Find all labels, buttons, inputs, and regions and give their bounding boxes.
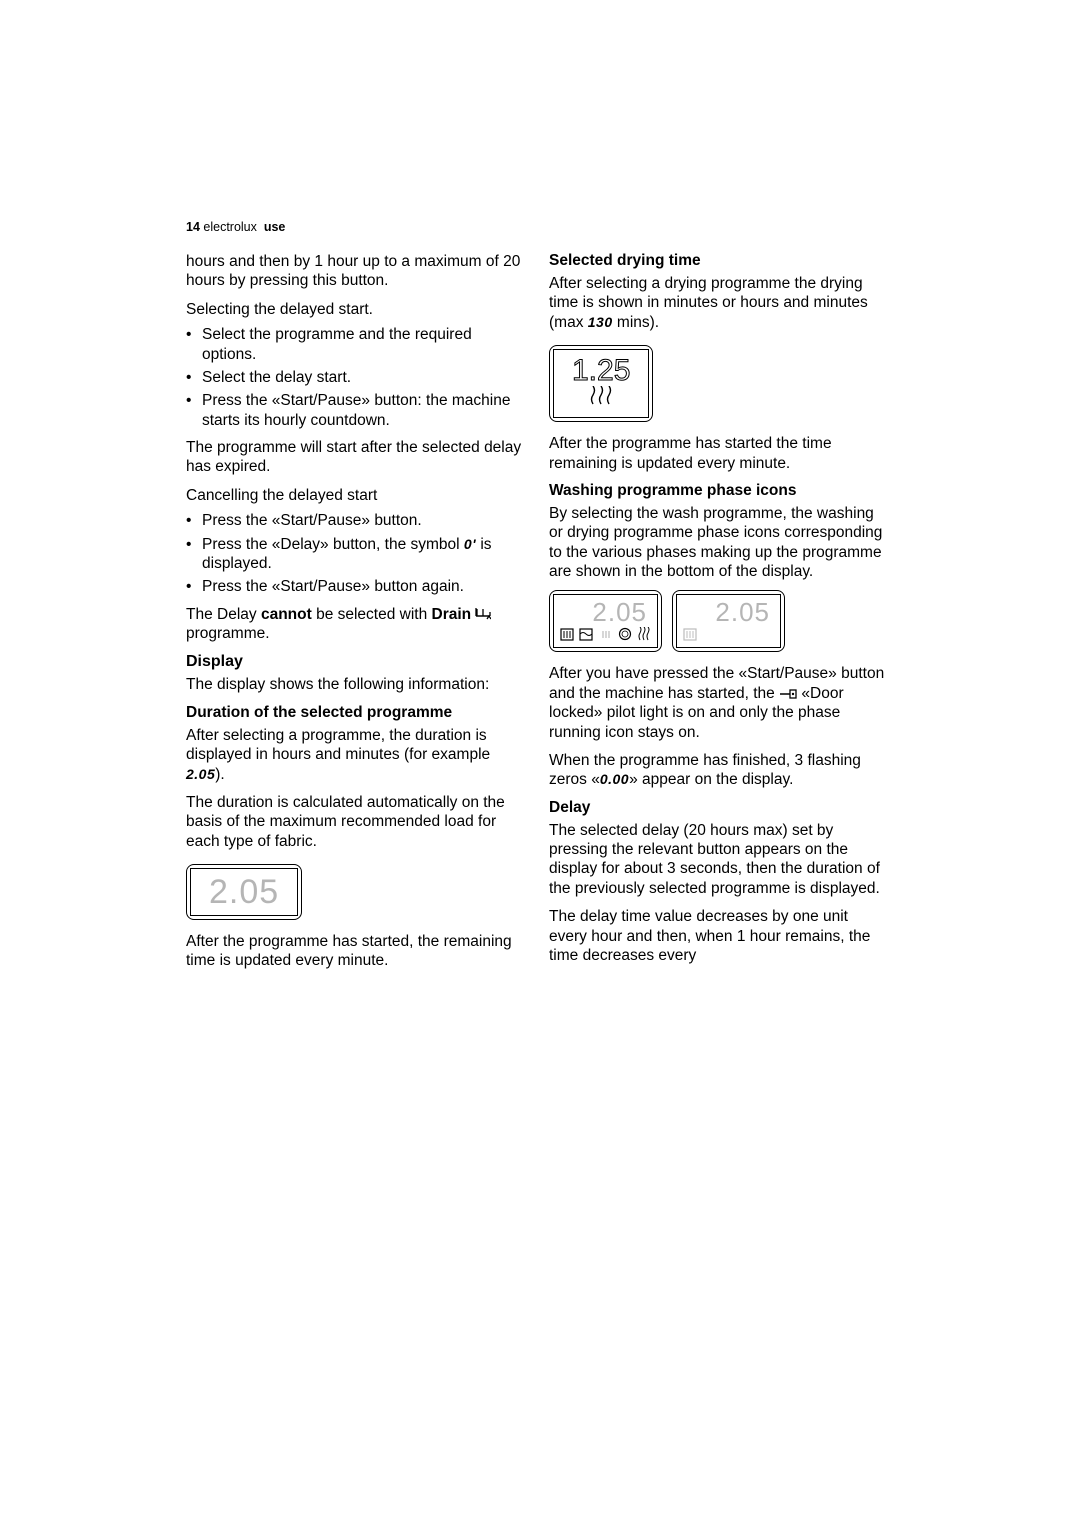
lcd-pair: 2.05 2.05 xyxy=(549,590,886,652)
lcd-icon-row xyxy=(683,627,774,645)
wpi-text-3: When the programme has finished, 3 flash… xyxy=(549,751,886,790)
lcd-display-2: 1.25 xyxy=(549,345,653,422)
delay-heading: Delay xyxy=(549,799,886,817)
page: 14 electrolux use hours and then by 1 ho… xyxy=(186,220,886,980)
seg-205: 2.05 xyxy=(186,766,215,782)
prewash-icon xyxy=(683,627,697,646)
selecting-heading: Selecting the delayed start. xyxy=(186,300,523,319)
wash-icon xyxy=(579,627,593,646)
steam-icon xyxy=(588,386,614,411)
seg-130: 130 xyxy=(588,314,613,330)
list-item: Press the «Delay» button, the symbol 0' … xyxy=(186,535,523,574)
text-bold: cannot xyxy=(261,606,312,623)
rinse-icon xyxy=(599,627,613,646)
text: » appear on the display. xyxy=(629,771,793,788)
cancelling-heading: Cancelling the delayed start xyxy=(186,486,523,505)
text: Press the «Delay» button, the symbol xyxy=(202,536,464,553)
duration-heading: Duration of the selected programme xyxy=(186,704,523,722)
selected-drying-heading: Selected drying time xyxy=(549,252,886,270)
lcd-digits: 1.25 xyxy=(572,356,630,386)
list-item: Select the delay start. xyxy=(186,368,523,387)
list-item: Press the «Start/Pause» button again. xyxy=(186,577,523,596)
duration-text-1: After selecting a programme, the duratio… xyxy=(186,726,523,784)
brand-label: electrolux xyxy=(203,220,257,234)
lcd-inner: 2.05 xyxy=(553,594,658,648)
text: be selected with xyxy=(312,606,432,623)
display-text: The display shows the following informat… xyxy=(186,675,523,694)
lcd-display-3-left: 2.05 xyxy=(549,590,662,652)
sdt-text: After selecting a drying programme the d… xyxy=(549,274,886,332)
left-column: hours and then by 1 hour up to a maximum… xyxy=(186,252,523,980)
lcd-inner: 1.25 xyxy=(553,349,649,418)
selecting-after: The programme will start after the selec… xyxy=(186,438,523,477)
lcd-digits: 2.05 xyxy=(560,599,651,625)
list-item: Press the «Start/Pause» button: the mach… xyxy=(186,391,523,430)
text: After selecting a programme, the duratio… xyxy=(186,727,490,763)
columns: hours and then by 1 hour up to a maximum… xyxy=(186,252,886,980)
lcd-display-1: 2.05 xyxy=(186,864,302,920)
display-heading: Display xyxy=(186,653,523,671)
delay-note: The Delay cannot be selected with Drain … xyxy=(186,605,523,644)
list-item: Press the «Start/Pause» button. xyxy=(186,511,523,530)
intro-text: hours and then by 1 hour up to a maximum… xyxy=(186,252,523,291)
wpi-text: By selecting the wash programme, the was… xyxy=(549,504,886,582)
lcd-inner: 2.05 xyxy=(190,868,298,916)
cancelling-list: Press the «Start/Pause» button. Press th… xyxy=(186,511,523,597)
washing-phase-heading: Washing programme phase icons xyxy=(549,482,886,500)
text-bold: Drain xyxy=(432,606,472,623)
steam-small-icon xyxy=(637,627,651,646)
wpi-text-2: After you have pressed the «Start/Pause»… xyxy=(549,664,886,742)
drain-icon xyxy=(475,606,491,623)
spin-icon xyxy=(618,627,632,646)
list-item: Select the programme and the required op… xyxy=(186,325,523,364)
sdt-text-2: After the programme has started the time… xyxy=(549,434,886,473)
text: programme. xyxy=(186,625,270,642)
lcd-digits: 2.05 xyxy=(209,875,279,909)
page-number: 14 xyxy=(186,220,200,234)
section-label: use xyxy=(264,220,286,234)
delay-text-1: The selected delay (20 hours max) set by… xyxy=(549,821,886,899)
lcd-inner: 2.05 xyxy=(676,594,781,648)
delay-text-2: The delay time value decreases by one un… xyxy=(549,907,886,965)
lcd-display-3-right: 2.05 xyxy=(672,590,785,652)
text: The Delay xyxy=(186,606,261,623)
text: mins). xyxy=(613,314,660,331)
duration-text-3: After the programme has started, the rem… xyxy=(186,932,523,971)
seg-zero-prime: 0' xyxy=(464,536,476,552)
seg-000: 0.00 xyxy=(600,771,629,787)
prewash-icon xyxy=(560,627,574,646)
lcd-icon-row xyxy=(560,627,651,645)
right-column: Selected drying time After selecting a d… xyxy=(549,252,886,980)
selecting-list: Select the programme and the required op… xyxy=(186,325,523,430)
page-header: 14 electrolux use xyxy=(186,220,886,234)
duration-text-2: The duration is calculated automatically… xyxy=(186,793,523,851)
lcd-digits: 2.05 xyxy=(683,599,774,625)
door-locked-icon xyxy=(779,685,797,702)
text: ). xyxy=(215,766,224,783)
